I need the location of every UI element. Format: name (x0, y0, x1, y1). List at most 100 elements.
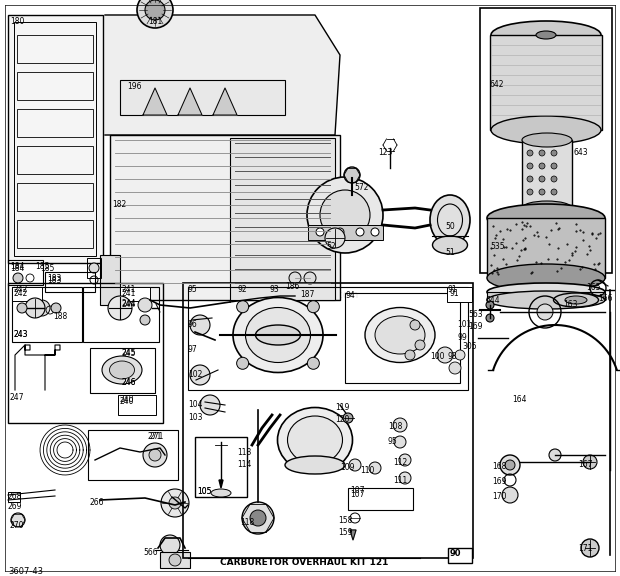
Circle shape (138, 298, 152, 312)
Text: 271: 271 (148, 432, 162, 441)
Text: 246: 246 (121, 378, 136, 387)
Bar (83, 287, 159, 342)
Text: 244: 244 (122, 299, 136, 308)
Circle shape (551, 189, 557, 195)
Text: 268: 268 (8, 492, 22, 501)
Ellipse shape (565, 296, 587, 304)
Text: 163: 163 (563, 300, 577, 309)
Bar (120, 287, 150, 301)
Bar (88, 430, 178, 480)
Circle shape (143, 443, 167, 467)
Text: 100: 100 (430, 352, 445, 361)
Text: 52: 52 (326, 242, 335, 251)
Circle shape (405, 350, 415, 360)
Text: 169: 169 (492, 477, 507, 486)
Bar (17, 183, 93, 211)
Ellipse shape (487, 283, 605, 301)
Text: 95: 95 (188, 285, 198, 294)
Text: 112: 112 (393, 458, 407, 467)
Circle shape (356, 228, 364, 236)
Ellipse shape (522, 201, 572, 215)
Circle shape (137, 0, 173, 28)
Text: 105: 105 (197, 487, 211, 496)
Polygon shape (213, 88, 237, 115)
Text: 110: 110 (360, 466, 374, 475)
Text: 243: 243 (13, 330, 27, 339)
Text: 188: 188 (53, 312, 67, 321)
Circle shape (325, 228, 345, 248)
Text: 165: 165 (586, 283, 601, 292)
Bar (8, 492, 20, 502)
Circle shape (500, 455, 520, 475)
Circle shape (583, 455, 597, 469)
Circle shape (539, 163, 545, 169)
Text: 170: 170 (492, 492, 507, 501)
Text: 99: 99 (457, 333, 467, 342)
Circle shape (527, 150, 533, 156)
Circle shape (149, 449, 161, 461)
Circle shape (304, 272, 316, 284)
Circle shape (237, 357, 249, 369)
Text: 242: 242 (13, 289, 27, 298)
Text: 644: 644 (485, 296, 500, 305)
Text: 120: 120 (335, 415, 350, 424)
Text: 92: 92 (237, 285, 247, 294)
Text: 159: 159 (338, 528, 353, 537)
Bar (188, 287, 468, 390)
Bar (110, 135, 340, 300)
Circle shape (410, 320, 420, 330)
Text: 167: 167 (578, 460, 593, 469)
Text: 185: 185 (40, 264, 55, 273)
Circle shape (527, 163, 533, 169)
Bar (183, 283, 473, 558)
Bar (490, 35, 602, 130)
Text: 123: 123 (378, 148, 392, 157)
Circle shape (437, 347, 453, 363)
Bar (195, 437, 247, 497)
Text: 572: 572 (354, 183, 368, 192)
Circle shape (108, 296, 132, 320)
Bar (447, 287, 472, 302)
Text: 108: 108 (388, 422, 402, 431)
Circle shape (393, 418, 407, 432)
Text: 91: 91 (449, 289, 459, 298)
Text: 241: 241 (122, 285, 136, 294)
Text: 247: 247 (10, 393, 25, 402)
Bar (487, 292, 605, 300)
Text: 187: 187 (300, 290, 314, 299)
Text: 107: 107 (350, 490, 365, 499)
Text: 270: 270 (10, 521, 25, 530)
Ellipse shape (246, 308, 311, 362)
Circle shape (399, 454, 411, 466)
Text: 94: 94 (345, 291, 355, 300)
Text: 104: 104 (188, 400, 203, 409)
Text: 244: 244 (121, 300, 136, 309)
Text: 118: 118 (240, 518, 254, 527)
Circle shape (308, 301, 319, 313)
Text: 241: 241 (121, 289, 135, 298)
Circle shape (160, 535, 180, 555)
Text: 180: 180 (10, 17, 24, 26)
Polygon shape (219, 480, 223, 488)
Text: 246: 246 (122, 378, 136, 387)
Text: 168: 168 (492, 462, 507, 471)
Text: CARBURETOR OVERHAUL KIT 121: CARBURETOR OVERHAUL KIT 121 (220, 558, 388, 567)
Ellipse shape (278, 407, 353, 472)
Text: 240: 240 (120, 397, 135, 406)
Circle shape (455, 350, 465, 360)
Ellipse shape (522, 133, 572, 147)
Circle shape (25, 298, 45, 318)
Text: 196: 196 (127, 82, 141, 91)
Bar (480, 8, 612, 273)
Text: 305: 305 (462, 342, 477, 351)
Ellipse shape (491, 116, 601, 144)
Bar (17, 146, 93, 174)
Polygon shape (105, 15, 340, 135)
Bar (522, 140, 572, 208)
Ellipse shape (487, 204, 605, 232)
Text: 164: 164 (512, 395, 526, 404)
Text: 240: 240 (120, 395, 135, 404)
Circle shape (537, 304, 553, 320)
Bar (230, 138, 335, 300)
Circle shape (399, 472, 411, 484)
